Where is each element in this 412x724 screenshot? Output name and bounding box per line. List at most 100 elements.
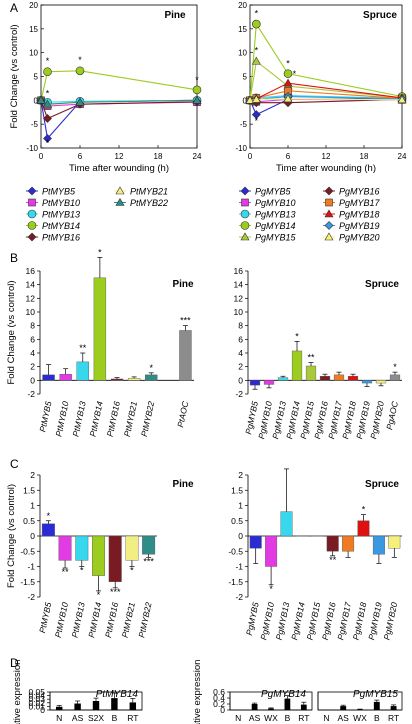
x-tick-label-ptmyb21: PtMYB21 <box>120 601 137 638</box>
x-tick-label-ptmyb22: PtMYB22 <box>139 400 156 437</box>
legend-label-pgmyb17: PgMYB17 <box>339 198 381 208</box>
x-tick-label-pgaoc: PgAOC <box>384 400 400 431</box>
x-tick-label: 0 <box>248 152 253 161</box>
significance-star: ** <box>329 555 337 565</box>
x-tick-label: 24 <box>193 152 202 161</box>
y-tick-label: -0.5 <box>20 546 35 556</box>
y-tick-label: 10 <box>26 307 36 317</box>
bar-pgmyb17 <box>342 535 355 552</box>
significance-star: * <box>46 138 50 148</box>
y-tick-label: 0.05 <box>28 687 45 697</box>
x-tick-label-pgmyb20: PgMYB20 <box>382 601 400 641</box>
y-tick-label: 15 <box>238 25 247 34</box>
bar-chart-d-pgmyb15: PgMYB15 N AS WX B RT <box>317 689 403 723</box>
bar-as <box>251 704 258 710</box>
x-tick-label-ptmyb10: PtMYB10 <box>53 601 70 638</box>
bar-ptmyb21 <box>125 535 139 561</box>
x-tick-label-ptmyb16: PtMYB16 <box>105 400 122 437</box>
y-tick-label: 0 <box>238 531 243 541</box>
bar-ptmyb16 <box>110 378 124 381</box>
bar-ptmyb10 <box>59 373 72 381</box>
bar-ptmyb5 <box>42 374 55 381</box>
x-tick-label-ptmyb13: PtMYB13 <box>69 601 86 638</box>
y-tick-label: 1.5 <box>23 485 35 495</box>
bar-chart-c-spruce: -2-1.5-1-0.500.511.52SprucePgMYB5*PgMYB1… <box>228 468 402 641</box>
bar-rt <box>129 702 137 710</box>
y-axis-label: Relative expression <box>192 660 203 724</box>
significance-star: *** <box>110 587 121 597</box>
x-tick-label: 18 <box>154 152 163 161</box>
x-tick-label-ptmyb22: PtMYB22 <box>136 601 153 638</box>
x-tick-label-ptmyb13: PtMYB13 <box>70 400 87 437</box>
bar-n <box>55 706 63 710</box>
bar-pgmyb16 <box>319 376 331 381</box>
y-tick-label: 0 <box>243 96 248 105</box>
y-tick-label: 2 <box>238 470 243 480</box>
y-tick-label: 2 <box>238 362 243 372</box>
legend-label-pgmyb14: PgMYB14 <box>255 221 296 231</box>
legend-label-ptmyb5: PtMYB5 <box>42 187 76 197</box>
y-tick-label: 20 <box>238 1 247 10</box>
y-tick-label: 0.03 <box>28 694 45 704</box>
x-tick-label-pgmyb16: PgMYB16 <box>320 601 338 641</box>
series-line-ptmyb16 <box>40 100 198 120</box>
legend-marker-ptmyb22 <box>115 197 125 206</box>
bar-rt <box>300 704 307 710</box>
bar-b <box>284 698 291 710</box>
legend-marker-pgmyb17 <box>325 198 333 207</box>
x-tick-label: 6 <box>286 152 291 161</box>
bar-ptmyb13 <box>76 361 89 381</box>
bar-ptmyb22 <box>145 374 158 381</box>
x-tick-label: 0 <box>39 152 44 161</box>
x-tick-label-ptmyb5: PtMYB5 <box>37 601 53 634</box>
data-point-ptmyb22 <box>36 95 46 104</box>
significance-star: ** <box>62 567 70 577</box>
chart-title: Pine <box>172 279 194 290</box>
bar-pgmyb13 <box>280 511 293 537</box>
significance-star: * <box>46 89 50 99</box>
significance-star: * <box>46 56 50 66</box>
significance-star: ** <box>79 343 87 353</box>
significance-star: * <box>78 55 82 65</box>
legend-label-pgmyb18: PgMYB18 <box>339 210 380 220</box>
x-tick-label-pgmyb18: PgMYB18 <box>351 601 369 641</box>
legend-marker-pgmyb5 <box>240 186 250 196</box>
chart-title: PtMYB14 <box>96 689 139 700</box>
panel-label-D: D <box>10 656 19 670</box>
y-tick-label: 1 <box>238 501 243 511</box>
legend-marker-ptmyb16 <box>27 232 37 242</box>
y-axis-label: Relative expression <box>12 660 23 724</box>
bar-pgmyb20 <box>375 380 387 384</box>
significance-star: * <box>98 247 102 257</box>
x-tick-label-pgmyb19: PgMYB19 <box>366 601 384 641</box>
data-point-ptmyb22 <box>192 95 202 104</box>
y-tick-label: 1 <box>30 501 35 511</box>
y-tick-label: 15 <box>29 25 38 34</box>
data-point-ptmyb16 <box>43 114 52 123</box>
x-tick-label: 18 <box>360 152 369 161</box>
data-point-pgmyb15 <box>251 56 261 65</box>
x-tick-label-ptmyb14: PtMYB14 <box>88 400 105 437</box>
x-axis-label: Time after wounding (h) <box>69 163 169 174</box>
y-tick-label: -0.5 <box>228 546 243 556</box>
data-point-pgmyb5 <box>251 110 261 120</box>
y-tick-label: 16 <box>26 266 36 276</box>
panel-label-A: A <box>10 1 18 15</box>
y-tick-label: 5 <box>34 73 39 82</box>
significance-star: ** <box>307 353 315 363</box>
plot-frame <box>249 4 403 149</box>
bar-pgaoc <box>389 374 401 381</box>
x-tick-label-pgmyb17: PgMYB17 <box>335 601 353 641</box>
significance-star: * <box>149 363 153 373</box>
bar-chart-b-pine: -2 0 2 4 6 8 10 12 14 16 Fold Change (vs control) P… <box>6 247 194 438</box>
chart-title: Spruce <box>365 279 399 290</box>
significance-star: * <box>130 566 134 576</box>
data-point-pgmyb14 <box>283 69 293 78</box>
bar-pgmyb5 <box>249 380 261 386</box>
bar-ptmyb22 <box>142 535 156 555</box>
y-tick-label: 0.2 <box>213 699 225 709</box>
y-tick-label: 10 <box>234 307 244 317</box>
bar-ptmyb10 <box>58 535 72 561</box>
panel-label-B: B <box>10 251 18 265</box>
